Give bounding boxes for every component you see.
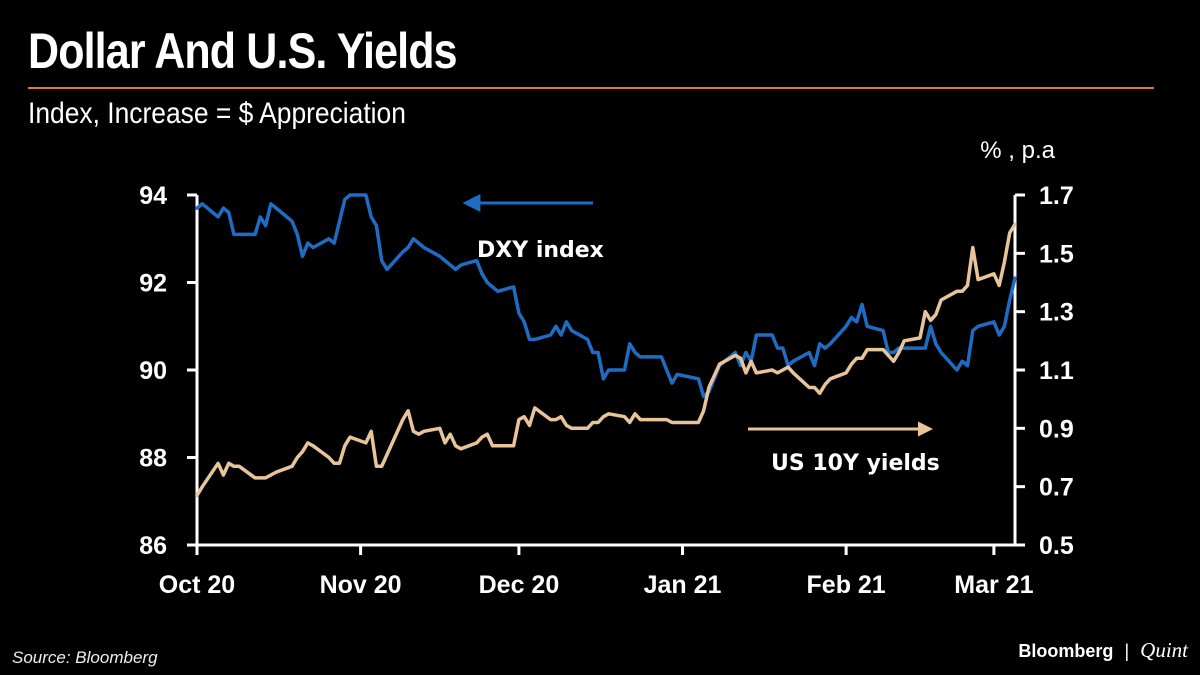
right-y-tick-label: 1.5	[1039, 240, 1074, 268]
left-y-tick-label: 86	[139, 532, 167, 560]
right-y-tick-label: 1.3	[1039, 299, 1074, 327]
x-tick-label: Jan 21	[644, 571, 722, 599]
dxy-annotation-label: DXY index	[477, 238, 604, 263]
x-tick-label: Feb 21	[807, 571, 886, 599]
right-y-tick-label: 1.7	[1039, 182, 1074, 210]
series-line-dxy-index	[195, 193, 1017, 398]
x-tick-label: Oct 20	[159, 571, 235, 599]
right-y-tick-label: 0.7	[1039, 474, 1074, 502]
brand-secondary: Quint	[1140, 638, 1188, 662]
source-note: Source: Bloomberg	[12, 648, 158, 667]
series-line-us-10y-yields	[195, 222, 1017, 498]
title-divider	[28, 87, 1154, 89]
x-tick-label: Dec 20	[479, 571, 560, 599]
chart-subtitle: Index, Increase = $ Appreciation	[28, 97, 406, 130]
right-y-tick-label: 1.1	[1039, 357, 1074, 385]
left-y-tick-label: 92	[139, 270, 167, 298]
series-layer	[195, 193, 1017, 498]
brand-primary: Bloomberg	[1018, 641, 1114, 661]
right-y-tick-label: 0.5	[1039, 532, 1074, 560]
chart-annotations: DXY index US 10Y yields	[462, 194, 940, 476]
brand-separator: |	[1124, 641, 1130, 661]
chart-axes: 86 88 90 92 94 0.5 0.7 0.9 1.1 1.3 1.5 1.7 % , p.a Oc…	[139, 137, 1074, 599]
right-y-unit-label: % , p.a	[980, 137, 1055, 164]
x-tick-label: Mar 21	[954, 571, 1033, 599]
x-tick-label: Nov 20	[320, 571, 402, 599]
brand-logo: Bloomberg | Quint	[1018, 638, 1188, 663]
left-y-tick-label: 90	[139, 357, 167, 385]
right-y-tick-label: 0.9	[1039, 415, 1074, 443]
left-y-tick-label: 94	[139, 182, 167, 210]
us10y-annotation-label: US 10Y yields	[771, 451, 940, 476]
chart-title: Dollar And U.S. Yields	[28, 23, 458, 79]
left-y-tick-label: 88	[139, 445, 167, 473]
